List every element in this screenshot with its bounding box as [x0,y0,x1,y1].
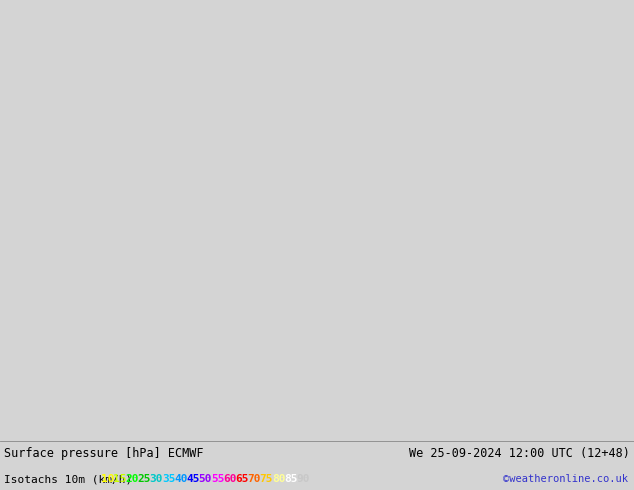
Text: 60: 60 [223,474,236,484]
Text: 90: 90 [296,474,309,484]
Text: 30: 30 [150,474,164,484]
Text: Isotachs 10m (km/h): Isotachs 10m (km/h) [4,474,139,484]
Text: 75: 75 [259,474,273,484]
Text: 70: 70 [247,474,261,484]
Text: 80: 80 [272,474,285,484]
Text: 20: 20 [126,474,139,484]
Text: 45: 45 [186,474,200,484]
Text: 25: 25 [138,474,151,484]
Text: 65: 65 [235,474,249,484]
Text: 35: 35 [162,474,176,484]
Text: ©weatheronline.co.uk: ©weatheronline.co.uk [503,474,628,484]
Text: 10: 10 [101,474,115,484]
Text: 15: 15 [113,474,127,484]
Text: 50: 50 [198,474,212,484]
Text: 85: 85 [284,474,297,484]
Text: Surface pressure [hPa] ECMWF: Surface pressure [hPa] ECMWF [4,447,204,460]
Text: 55: 55 [210,474,224,484]
Text: 40: 40 [174,474,188,484]
Text: We 25-09-2024 12:00 UTC (12+48): We 25-09-2024 12:00 UTC (12+48) [409,447,630,460]
